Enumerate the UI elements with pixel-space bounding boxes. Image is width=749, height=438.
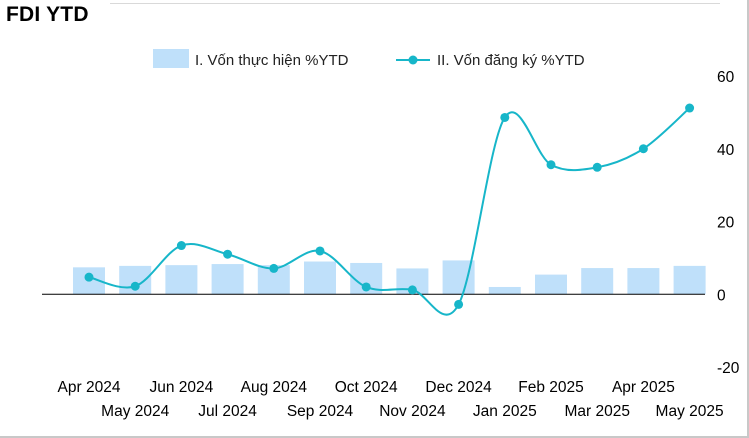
legend-label-bar: I. Vốn thực hiện %YTD (195, 52, 349, 69)
line-point-7 (361, 282, 371, 292)
line-point-10 (500, 112, 510, 122)
bar-11 (535, 274, 567, 295)
x-tick-label: Dec 2024 (425, 379, 492, 396)
bar-4 (211, 264, 244, 295)
x-tick-label: Feb 2025 (518, 379, 584, 396)
line-point-9 (454, 299, 464, 309)
legend-label-line: II. Vốn đăng ký %YTD (437, 52, 585, 69)
bar-3 (165, 265, 198, 295)
x-tick-label: Oct 2024 (335, 379, 398, 396)
x-tick-label: Sep 2024 (287, 403, 354, 420)
x-tick-label: Jun 2024 (150, 379, 214, 396)
top-divider (110, 3, 720, 4)
bar-12 (581, 268, 614, 295)
y-tick-label: 0 (717, 287, 726, 304)
y-tick-label: 20 (717, 215, 735, 232)
line-point-1 (84, 272, 94, 282)
line-point-11 (546, 160, 556, 170)
line-point-13 (638, 144, 648, 154)
line-point-6 (315, 246, 325, 256)
y-axis-ticks: 60 40 20 0 -20 (717, 69, 740, 377)
x-tick-label: Mar 2025 (564, 403, 629, 420)
line-point-5 (269, 263, 279, 273)
x-tick-label: Jan 2025 (473, 403, 537, 420)
x-axis-ticks: Apr 2024 May 2024 Jun 2024 Jul 2024 Aug 2024… (58, 379, 724, 420)
legend: I. Vốn thực hiện %YTD II. Vốn đăng ký %Y… (153, 49, 585, 69)
y-tick-label: -20 (717, 360, 740, 377)
line-point-8 (407, 285, 417, 295)
x-tick-label: Apr 2025 (612, 379, 675, 396)
line-point-4 (223, 249, 233, 259)
x-tick-label: May 2024 (101, 403, 169, 420)
legend-swatch-bar (153, 49, 189, 68)
bar-14 (673, 265, 706, 295)
chart-title: FDI YTD (6, 3, 89, 26)
x-tick-label: Apr 2024 (58, 379, 121, 396)
line-point-2 (130, 281, 140, 291)
bar-13 (627, 268, 660, 295)
x-tick-label: Aug 2024 (241, 379, 308, 396)
y-tick-label: 60 (717, 69, 735, 86)
x-tick-label: May 2025 (656, 403, 724, 420)
legend-swatch-marker (408, 55, 418, 65)
bar-6 (304, 261, 336, 295)
bar-10 (488, 286, 521, 295)
line-points (84, 103, 695, 309)
line-point-12 (592, 162, 602, 172)
x-tick-label: Jul 2024 (198, 403, 257, 420)
line-point-14 (685, 103, 695, 113)
y-tick-label: 40 (717, 142, 735, 159)
x-tick-label: Nov 2024 (379, 403, 446, 420)
line-point-3 (176, 241, 186, 251)
